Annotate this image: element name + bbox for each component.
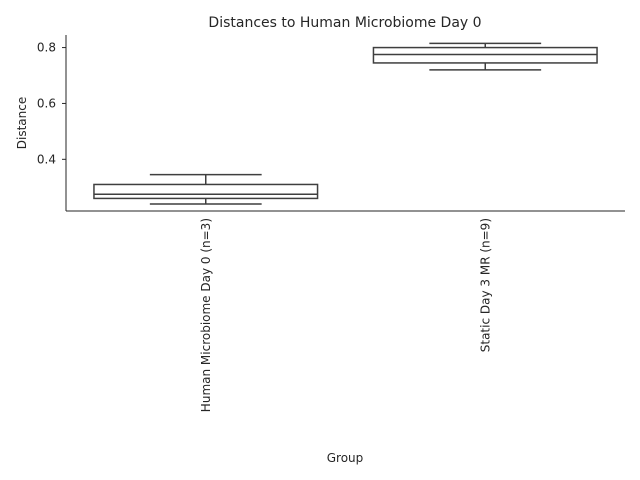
chart-title: Distances to Human Microbiome Day 0 (208, 15, 481, 31)
x-ticks: Human Microbiome Day 0 (n=3) Static Day 3… (199, 218, 493, 412)
box-group (372, 42, 598, 71)
y-axis-label: Distance (15, 97, 29, 149)
iqr-box (93, 183, 319, 200)
y-ticks: 0.4 0.6 0.8 (37, 41, 66, 166)
box-group (93, 173, 319, 205)
x-tick-label: Static Day 3 MR (n=9) (478, 218, 492, 352)
boxes (93, 42, 598, 205)
y-tick-label: 0.4 (37, 152, 56, 166)
x-axis-label: Group (327, 451, 364, 465)
y-tick-label: 0.6 (37, 96, 56, 110)
y-tick-label: 0.8 (37, 41, 56, 55)
x-tick-label: Human Microbiome Day 0 (n=3) (199, 218, 213, 412)
